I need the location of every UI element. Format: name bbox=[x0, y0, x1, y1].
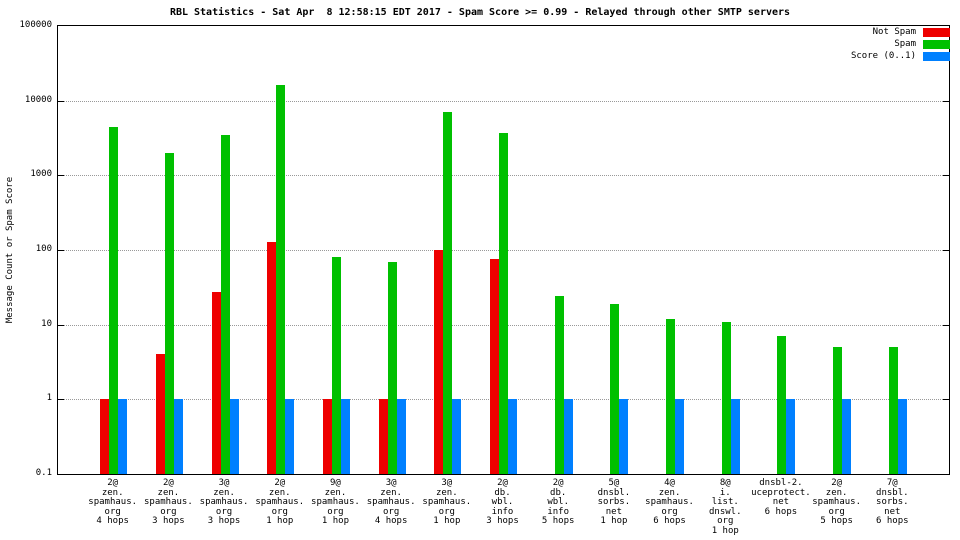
legend-label: Spam bbox=[894, 39, 916, 49]
y-tick-label: 100000 bbox=[19, 20, 52, 30]
bar-score-0-1- bbox=[118, 399, 128, 474]
axis-tick bbox=[58, 100, 64, 102]
x-category-label: 8@ i. list. dnswl. org 1 hop bbox=[708, 478, 742, 536]
bar-score-0-1- bbox=[842, 399, 852, 474]
x-category-label: 5@ dnsbl. sorbs. net 1 hop bbox=[597, 478, 631, 526]
x-category-label: 2@ db. wbl. info 5 hops bbox=[541, 478, 575, 526]
bar-spam bbox=[777, 336, 787, 474]
y-tick-label: 1000 bbox=[30, 169, 52, 180]
legend-entry-notspam: Not Spam bbox=[851, 27, 950, 37]
x-category-label: dnsbl-2. uceprotect. net 6 hops bbox=[751, 478, 811, 517]
bar-spam bbox=[276, 85, 286, 474]
x-category-label: 2@ db. wbl. info 3 hops bbox=[486, 478, 519, 526]
bar-score-0-1- bbox=[452, 399, 462, 474]
chart-title: RBL Statistics - Sat Apr 8 12:58:15 EDT … bbox=[169, 7, 791, 18]
score-color-swatch bbox=[923, 51, 950, 61]
axis-tick bbox=[58, 175, 64, 177]
x-category-label: 3@ zen. spamhaus. org 4 hops bbox=[366, 478, 416, 526]
bar-spam bbox=[499, 132, 508, 474]
bar-not-spam bbox=[267, 241, 277, 474]
x-category-label: 2@ zen. spamhaus. org 3 hops bbox=[143, 478, 193, 526]
axis-tick bbox=[943, 175, 949, 177]
bar-score-0-1- bbox=[173, 399, 183, 474]
x-category-label: 7@ dnsbl. sorbs. net 6 hops bbox=[876, 478, 909, 526]
x-category-label: 4@ zen. spamhaus. org 6 hops bbox=[645, 478, 694, 526]
bar-spam bbox=[666, 318, 676, 474]
bar-score-0-1- bbox=[396, 399, 406, 474]
axis-tick bbox=[58, 399, 64, 401]
bar-spam bbox=[721, 321, 731, 474]
x-category-label: 2@ zen. spamhaus. org 4 hops bbox=[88, 478, 138, 526]
bar-spam bbox=[610, 303, 620, 474]
bar-not-spam bbox=[100, 399, 110, 474]
axis-tick bbox=[943, 250, 949, 251]
bar-score-0-1- bbox=[730, 399, 740, 474]
bar-score-0-1- bbox=[285, 399, 295, 474]
bar-spam bbox=[554, 296, 564, 474]
bar-spam bbox=[331, 257, 341, 474]
bar-spam bbox=[888, 347, 898, 474]
x-category-label: 3@ zen. spamhaus. org 1 hop bbox=[422, 478, 472, 526]
notspam-color-swatch bbox=[923, 27, 950, 37]
y-tick-label: 10 bbox=[41, 318, 52, 329]
x-category-label: 2@ zen. spamhaus. org 1 hop bbox=[255, 478, 305, 526]
bar-not-spam bbox=[155, 354, 165, 474]
y-tick-label: 100 bbox=[35, 244, 52, 254]
legend: Not Spam Spam Score (0..1) bbox=[851, 27, 950, 61]
bar-not-spam bbox=[378, 399, 388, 474]
bar-score-0-1- bbox=[675, 399, 685, 474]
bar-not-spam bbox=[434, 250, 444, 474]
bar-spam bbox=[109, 126, 119, 474]
legend-entry-spam: Spam bbox=[851, 39, 950, 49]
y-tick-label: 1 bbox=[46, 393, 52, 404]
x-category-label: 3@ zen. spamhaus. org 3 hops bbox=[199, 478, 249, 526]
plot-area bbox=[57, 25, 950, 475]
bar-spam bbox=[164, 152, 174, 474]
axis-tick bbox=[943, 399, 949, 401]
axis-tick bbox=[58, 324, 64, 326]
bar-score-0-1- bbox=[508, 399, 517, 474]
bar-not-spam bbox=[211, 292, 221, 474]
bar-spam bbox=[220, 134, 230, 474]
bar-score-0-1- bbox=[229, 399, 239, 474]
bar-score-0-1- bbox=[563, 399, 573, 474]
bar-not-spam bbox=[490, 259, 499, 474]
bar-score-0-1- bbox=[897, 399, 907, 474]
bar-score-0-1- bbox=[786, 399, 796, 474]
legend-label: Not Spam bbox=[872, 27, 916, 37]
bar-spam bbox=[443, 112, 453, 474]
spam-color-swatch bbox=[923, 39, 950, 49]
legend-entry-score: Score (0..1) bbox=[851, 51, 950, 61]
axis-tick bbox=[943, 324, 949, 326]
bar-spam bbox=[387, 261, 397, 474]
axis-tick bbox=[943, 100, 949, 102]
x-category-label: 9@ zen. spamhaus. org 1 hop bbox=[311, 478, 360, 526]
bar-score-0-1- bbox=[619, 399, 629, 474]
y-tick-label: 10000 bbox=[24, 94, 52, 105]
y-tick-label: 0.1 bbox=[35, 468, 52, 478]
axis-tick bbox=[58, 250, 64, 251]
legend-label: Score (0..1) bbox=[850, 51, 916, 61]
bar-spam bbox=[833, 347, 843, 474]
bar-score-0-1- bbox=[340, 399, 350, 474]
gridline bbox=[58, 100, 949, 102]
x-category-label: 2@ zen. spamhaus. org 5 hops bbox=[812, 478, 862, 526]
bar-not-spam bbox=[322, 399, 332, 474]
